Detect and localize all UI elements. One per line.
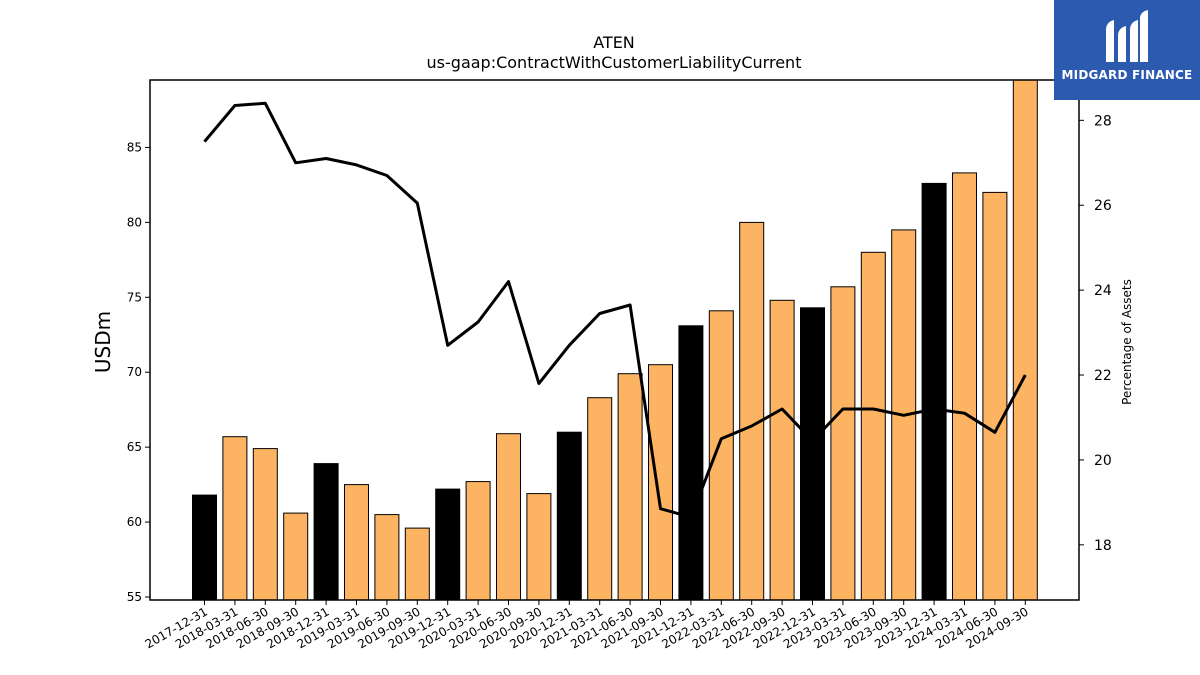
y-axis-label: USDm	[91, 311, 115, 373]
y-tick-label: 85	[127, 140, 142, 154]
bar-2024-03-31	[952, 172, 977, 601]
y-tick-label: 80	[127, 215, 142, 229]
y-tick-label: 75	[127, 290, 142, 304]
midgard-finance-logo: MIDGARD FINANCE	[1054, 0, 1200, 100]
bar-2021-12-31	[678, 325, 704, 601]
bar-2020-12-31	[556, 431, 582, 601]
bar-2018-03-31	[222, 436, 248, 601]
logo-text: MIDGARD FINANCE	[1061, 68, 1193, 82]
bar-2022-12-31	[800, 307, 825, 601]
bar-2019-06-30	[374, 514, 400, 601]
bar-2019-03-31	[344, 484, 369, 601]
bar-2020-06-30	[496, 433, 521, 601]
x-axis: 2017-12-312018-03-312018-06-302018-09-30…	[143, 600, 1031, 651]
y2-tick-label: 22	[1094, 368, 1112, 384]
bar-2022-03-31	[708, 310, 734, 601]
bar-2023-03-31	[830, 286, 856, 601]
bar-2018-09-30	[283, 512, 309, 601]
bar-2020-03-31	[465, 481, 491, 601]
bar-2020-09-30	[526, 493, 552, 601]
y2-axis-label: Percentage of Assets	[1120, 279, 1134, 405]
bar-2021-03-31	[587, 397, 613, 601]
y-tick-label: 70	[127, 365, 142, 379]
bar-2021-09-30	[648, 364, 673, 601]
chart-title: ATEN	[593, 33, 635, 52]
y2-tick-label: 26	[1094, 198, 1112, 214]
y-tick-label: 55	[127, 590, 142, 604]
logo-mark-icon	[1054, 0, 1200, 100]
y-tick-label: 65	[127, 440, 142, 454]
bar-2019-12-31	[435, 488, 461, 601]
bar-group	[192, 79, 1038, 601]
y2-tick-label: 28	[1094, 113, 1112, 129]
bar-2018-06-30	[252, 448, 278, 601]
bar-2022-09-30	[769, 299, 795, 601]
bar-2023-12-31	[921, 182, 947, 601]
bar-2019-09-30	[404, 527, 430, 601]
plot-frame	[149, 79, 1080, 601]
bar-2023-06-30	[860, 251, 886, 601]
bar-2024-09-30	[1012, 79, 1038, 601]
y2-tick-label: 18	[1094, 538, 1112, 554]
bar-2022-06-30	[739, 221, 765, 601]
chart-subtitle: us-gaap:ContractWithCustomerLiabilityCur…	[427, 53, 802, 72]
bar-2021-06-30	[617, 373, 643, 601]
y-axis-left: 55 60 65 70 75 80 85	[127, 140, 150, 604]
y2-tick-label: 24	[1094, 283, 1112, 299]
y2-tick-label: 20	[1094, 453, 1112, 469]
y-axis-right: 18 20 22 24 26 28	[1079, 113, 1112, 554]
percentage-line	[203, 101, 1027, 519]
bar-2018-12-31	[313, 463, 339, 601]
bar-2017-12-31	[192, 494, 217, 601]
y-tick-label: 60	[127, 515, 142, 529]
bar-2024-06-30	[982, 191, 1008, 601]
